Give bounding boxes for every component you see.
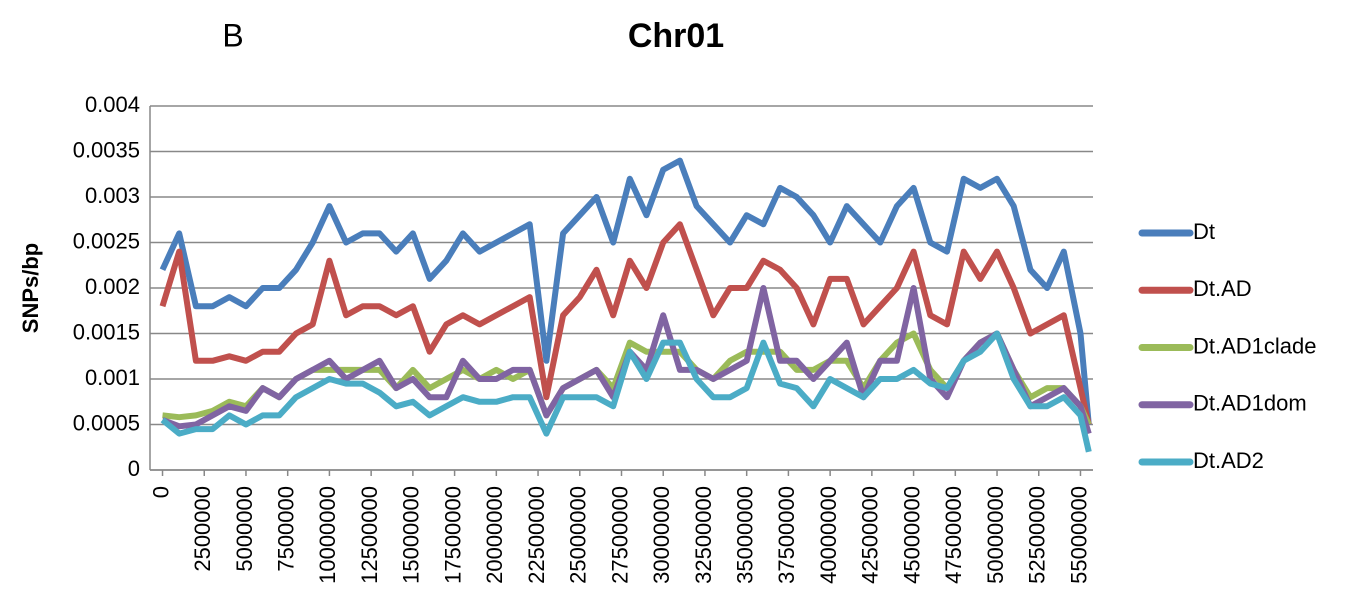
x-tick-label: 2500000: [190, 486, 215, 572]
y-tick-label: 0.0015: [73, 319, 140, 344]
x-tick-label: 20000000: [482, 486, 507, 584]
legend-label: Dt: [1193, 219, 1215, 244]
legend-label: Dt.AD: [1193, 276, 1252, 301]
x-tick-label: 35000000: [732, 486, 757, 584]
legend-label: Dt.AD1dom: [1193, 391, 1307, 416]
panel-label: B: [222, 17, 243, 53]
x-tick-label: 0: [148, 486, 173, 498]
x-tick-label: 55000000: [1066, 486, 1091, 584]
x-tick-label: 47500000: [941, 486, 966, 584]
y-axis-label: SNPs/bp: [18, 243, 43, 333]
x-tick-label: 5000000: [232, 486, 257, 572]
x-tick-label: 52500000: [1025, 486, 1050, 584]
x-tick-label: 42500000: [858, 486, 883, 584]
y-tick-label: 0.0035: [73, 137, 140, 162]
x-tick-label: 12500000: [357, 486, 382, 584]
x-tick-label: 7500000: [274, 486, 299, 572]
series-line: [159, 221, 1092, 426]
x-tick-label: 27500000: [607, 486, 632, 584]
x-tick-label: 50000000: [983, 486, 1008, 584]
y-tick-label: 0.0025: [73, 228, 140, 253]
y-tick-label: 0.003: [85, 183, 140, 208]
y-tick-label: 0.004: [85, 92, 140, 117]
x-tick-label: 40000000: [816, 486, 841, 584]
x-tick-label: 10000000: [315, 486, 340, 584]
chart-title: Chr01: [628, 17, 724, 55]
legend-label: Dt.AD1clade: [1193, 333, 1317, 358]
y-tick-label: 0.001: [85, 365, 140, 390]
x-tick-label: 15000000: [399, 486, 424, 584]
x-tick-label: 30000000: [649, 486, 674, 584]
x-tick-label: 45000000: [899, 486, 924, 584]
y-tick-label: 0: [128, 456, 140, 481]
series-line: [160, 330, 1092, 453]
legend-label: Dt.AD2: [1193, 448, 1264, 473]
y-tick-label: 0.002: [85, 274, 140, 299]
x-tick-label: 17500000: [440, 486, 465, 584]
x-tick-label: 22500000: [524, 486, 549, 584]
x-tick-label: 32500000: [691, 486, 716, 584]
x-tick-label: 37500000: [774, 486, 799, 584]
series-line: [159, 157, 1092, 425]
y-tick-label: 0.0005: [73, 410, 140, 435]
x-tick-label: 25000000: [566, 486, 591, 584]
